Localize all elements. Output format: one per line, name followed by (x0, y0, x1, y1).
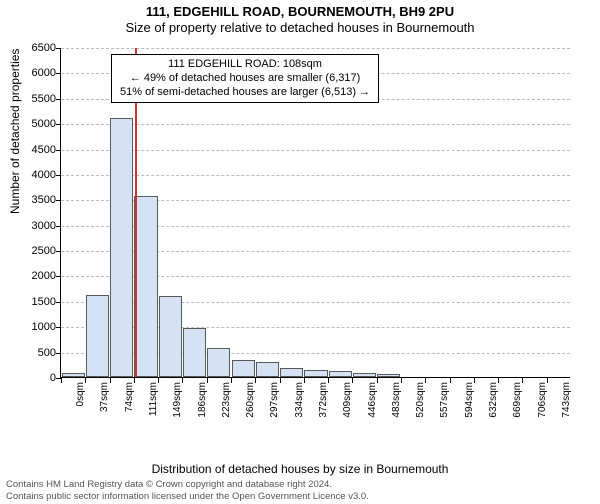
ytick-label: 500 (16, 347, 56, 359)
xtick-label: 483sqm (391, 382, 402, 432)
callout-box: 111 EDGEHILL ROAD: 108sqm ← 49% of detac… (111, 54, 379, 103)
ytick-mark (56, 353, 61, 354)
footnote-line2: Contains public sector information licen… (6, 491, 369, 502)
ytick-mark (56, 302, 61, 303)
ytick-label: 3000 (16, 220, 56, 232)
page-subtitle: Size of property relative to detached ho… (0, 20, 600, 35)
xtick-label: 632sqm (488, 382, 499, 432)
histogram-bar (62, 373, 85, 377)
footnote-line1: Contains HM Land Registry data © Crown c… (6, 479, 369, 490)
ytick-label: 4500 (16, 144, 56, 156)
xtick-label: 0sqm (75, 382, 86, 432)
xtick-label: 149sqm (172, 382, 183, 432)
callout-line2: ← 49% of detached houses are smaller (6,… (120, 72, 370, 86)
xtick-label: 260sqm (245, 382, 256, 432)
xtick-mark (352, 378, 353, 383)
histogram-bar (110, 118, 133, 377)
histogram-bar (134, 196, 157, 377)
xtick-mark (304, 378, 305, 383)
ytick-label: 2000 (16, 270, 56, 282)
histogram-bar (304, 370, 327, 377)
histogram-bar (183, 328, 206, 377)
callout-line1: 111 EDGEHILL ROAD: 108sqm (120, 58, 370, 72)
ytick-label: 6000 (16, 67, 56, 79)
xtick-mark (425, 378, 426, 383)
histogram-bar (377, 374, 400, 377)
page-title: 111, EDGEHILL ROAD, BOURNEMOUTH, BH9 2PU (0, 4, 600, 19)
xtick-mark (207, 378, 208, 383)
ytick-label: 4000 (16, 169, 56, 181)
xtick-label: 74sqm (124, 382, 135, 432)
ytick-label: 1500 (16, 296, 56, 308)
ytick-label: 5500 (16, 93, 56, 105)
xtick-label: 669sqm (512, 382, 523, 432)
histogram-bar (159, 296, 182, 377)
ytick-label: 2500 (16, 245, 56, 257)
xtick-label: 743sqm (561, 382, 572, 432)
x-axis-label: Distribution of detached houses by size … (0, 462, 600, 476)
histogram-bar (353, 373, 376, 377)
xtick-label: 186sqm (197, 382, 208, 432)
histogram-bar (232, 360, 255, 377)
histogram-bar (86, 295, 109, 377)
xtick-mark (110, 378, 111, 383)
xtick-mark (377, 378, 378, 383)
xtick-mark (450, 378, 451, 383)
xtick-label: 372sqm (318, 382, 329, 432)
ytick-mark (56, 200, 61, 201)
xtick-mark (134, 378, 135, 383)
ytick-mark (56, 150, 61, 151)
ytick-label: 5000 (16, 118, 56, 130)
histogram-bar (207, 348, 230, 377)
xtick-mark (547, 378, 548, 383)
xtick-label: 446sqm (367, 382, 378, 432)
ytick-mark (56, 226, 61, 227)
xtick-label: 594sqm (464, 382, 475, 432)
xtick-label: 297sqm (269, 382, 280, 432)
xtick-mark (255, 378, 256, 383)
xtick-mark (182, 378, 183, 383)
ytick-mark (56, 276, 61, 277)
xtick-mark (522, 378, 523, 383)
xtick-mark (85, 378, 86, 383)
xtick-mark (61, 378, 62, 383)
ytick-label: 3500 (16, 194, 56, 206)
ytick-mark (56, 251, 61, 252)
ytick-mark (56, 175, 61, 176)
xtick-mark (328, 378, 329, 383)
histogram-bar (256, 362, 279, 377)
xtick-label: 223sqm (221, 382, 232, 432)
ytick-mark (56, 124, 61, 125)
xtick-mark (280, 378, 281, 383)
xtick-label: 706sqm (537, 382, 548, 432)
ytick-label: 1000 (16, 321, 56, 333)
xtick-mark (474, 378, 475, 383)
histogram-bar (329, 371, 352, 377)
callout-line3: 51% of semi-detached houses are larger (… (120, 86, 370, 100)
plot-area: 0500100015002000250030003500400045005000… (60, 48, 570, 378)
xtick-label: 520sqm (415, 382, 426, 432)
footnote: Contains HM Land Registry data © Crown c… (6, 479, 369, 502)
xtick-label: 37sqm (99, 382, 110, 432)
xtick-label: 557sqm (439, 382, 450, 432)
ytick-mark (56, 48, 61, 49)
xtick-label: 111sqm (148, 382, 159, 432)
xtick-label: 334sqm (294, 382, 305, 432)
xtick-mark (231, 378, 232, 383)
xtick-label: 409sqm (342, 382, 353, 432)
histogram-bar (280, 368, 303, 377)
ytick-mark (56, 99, 61, 100)
ytick-mark (56, 327, 61, 328)
chart-container: 0500100015002000250030003500400045005000… (60, 48, 570, 408)
ytick-label: 0 (16, 372, 56, 384)
xtick-mark (158, 378, 159, 383)
xtick-mark (401, 378, 402, 383)
ytick-label: 6500 (16, 42, 56, 54)
ytick-mark (56, 73, 61, 74)
xtick-mark (498, 378, 499, 383)
